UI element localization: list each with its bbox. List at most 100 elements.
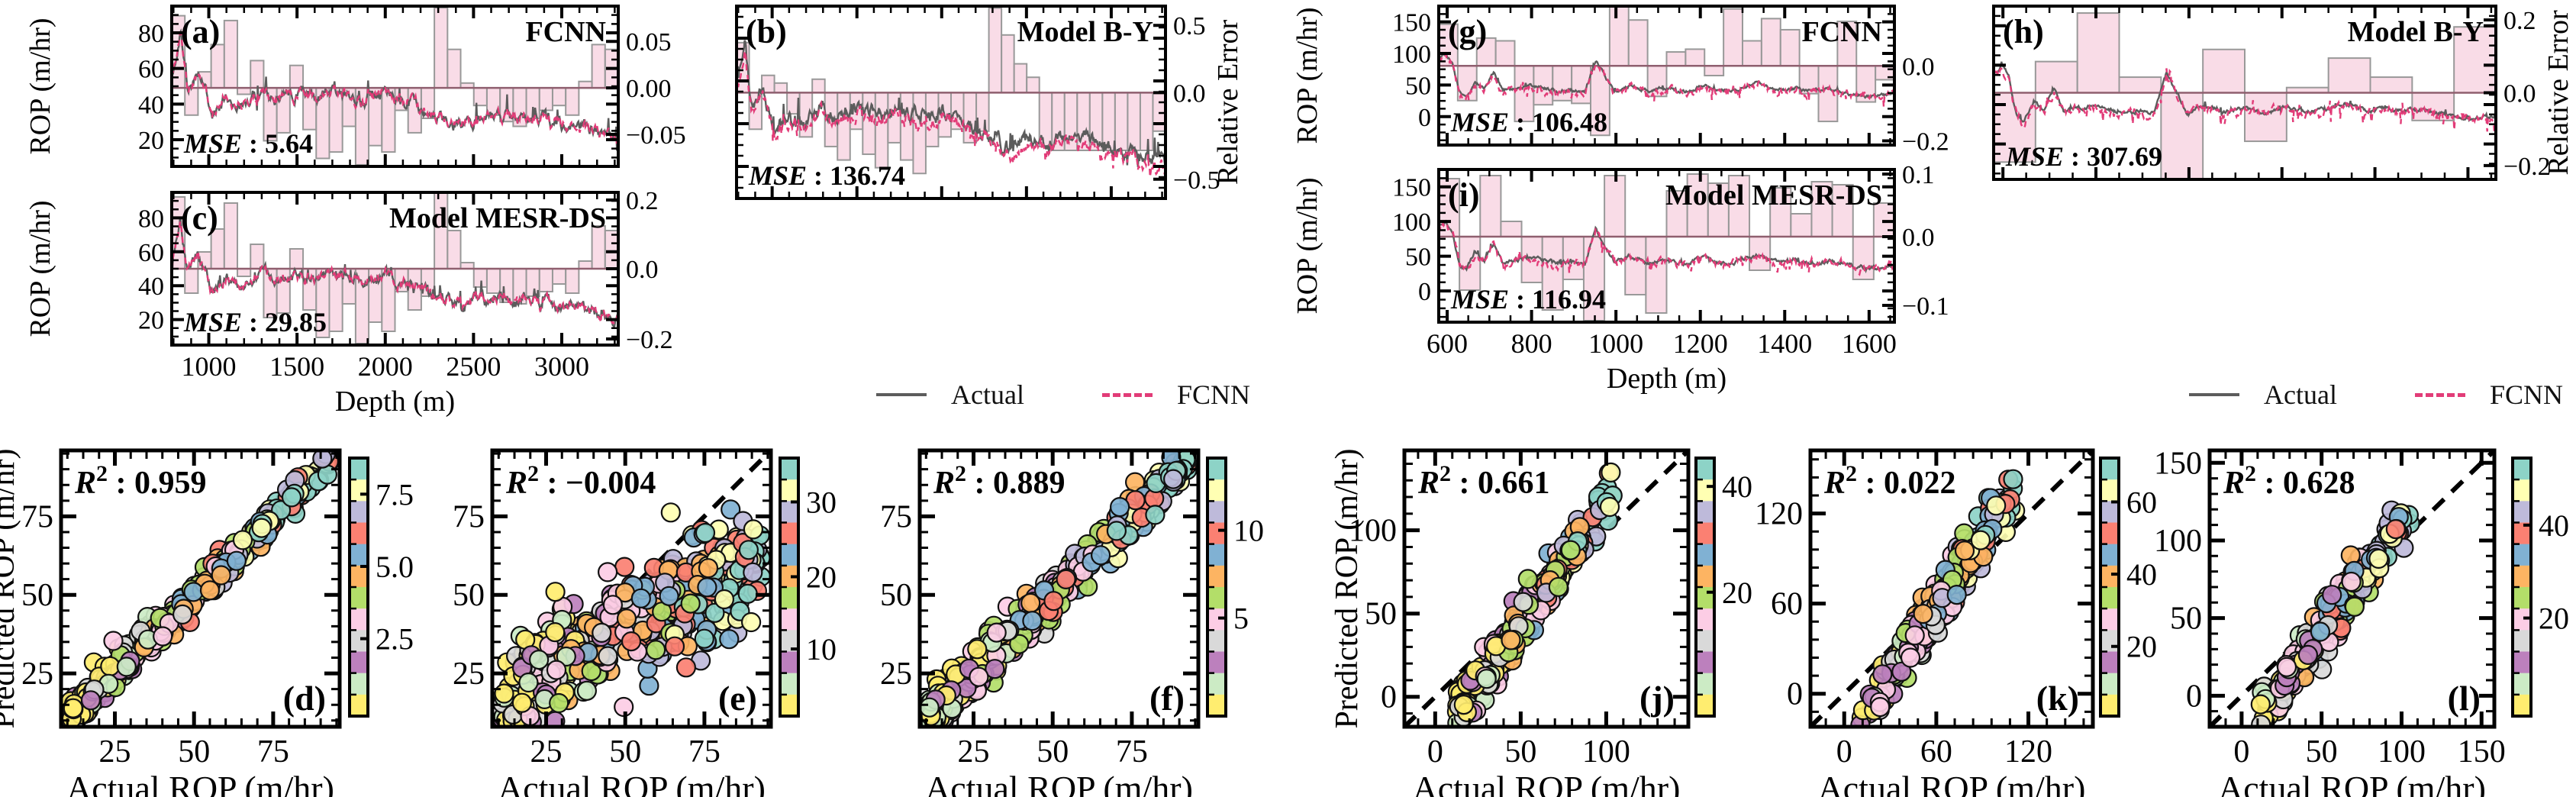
relative-error-bar [1026,76,1040,94]
colorbar-segment [2513,501,2531,523]
x-tick-label: 600 [1427,328,1468,359]
colorbar-segment [2513,630,2531,652]
major-ticks [172,192,618,345]
scatter-point [602,595,624,615]
colorbar-segment [2100,630,2119,652]
scatter-point [545,582,566,602]
panel-i: 0 50 100 150 600 800 1000 1200 1400 1600 0.1 0.0 −0.… [1291,161,1949,395]
scatter-point [1476,669,1497,689]
relative-error-bar [1139,92,1154,151]
y-axis-label: ROP (m/hr) [24,18,56,154]
panel-title: Model MESR-DS [389,202,606,234]
scatter-point [630,588,651,608]
relative-error-bar [1742,40,1762,67]
scatter-point [967,639,988,660]
y-tick-label: 80 [138,205,164,233]
colorbar-segment [2100,587,2119,609]
legend-left: Actual FCNN [876,379,1250,411]
y-tick-label: 40 [138,91,164,119]
relative-error-bar [485,268,501,294]
relative-error-bar [1769,187,1792,237]
relative-error-bar [1127,92,1141,151]
scatter-point [1904,625,1925,646]
colorbar-segment [1207,694,1226,717]
colorbar-segment [2513,458,2531,480]
scatter-point [698,558,719,579]
relative-error-bar [1749,236,1772,271]
x-tick-label: 50 [609,734,641,770]
x-tick-label: 100 [2378,734,2426,770]
colorbar-segment [780,522,798,545]
relative-error-bar [1608,6,1630,67]
scatter-point [738,540,759,560]
colorbar-segment [2100,458,2119,480]
colorbar-segment [350,479,368,502]
scatter-point [592,622,612,644]
panel-letter: (i) [1448,176,1480,214]
colorbar-segment [350,608,368,631]
x-tick-label: 150 [2458,734,2506,770]
relative-error-bar [604,230,618,269]
y-tick-label: 0 [1418,104,1431,132]
x-tick-label: 2500 [446,351,501,382]
relative-error-bar [1001,34,1015,94]
relative-error-bar [184,87,199,116]
scatter-point [1090,545,1111,566]
y-axis-label: ROP (m/hr) [24,200,56,337]
colorbar-segment [2513,544,2531,566]
relative-error-bar [1817,65,1839,123]
y-tick-label: 40 [138,273,164,301]
relative-error-bar [565,87,580,116]
scatter-point [63,698,83,718]
panel-letter: (c) [181,199,218,237]
right-tick-label: 0.0 [1173,79,1206,108]
mse-text: MSE : 29.85 [183,307,327,337]
panel-title: Model MESR-DS [1665,179,1882,211]
r2-text: R2 : 0.628 [2223,461,2355,501]
colorbar-segment [350,565,368,588]
y-tick-label: 25 [21,657,53,692]
scatter-point [694,628,714,649]
right-tick-label: 0.0 [1902,53,1935,81]
scatter-point [1913,603,1933,624]
fcnn-signal [172,31,618,148]
colorbar-segment [1207,458,1226,480]
scatter-point [1501,630,1521,650]
colorbar-segment [780,544,798,566]
relative-error-bar [551,268,567,285]
relative-error-bar [1704,65,1725,77]
relative-error-bar [1727,175,1751,237]
scatter-point [211,565,231,586]
x-axis-label: Actual ROP (m/hr) [2218,769,2486,797]
relative-error-bar [1562,236,1585,280]
scatter-point [172,604,193,625]
y-tick-label: 75 [21,499,53,534]
x-tick-label: 75 [257,734,289,770]
fcnn-signal [172,221,618,326]
colorbar-segment [350,651,368,674]
colorbar-segment [1696,673,1714,695]
right-axis-label: Relative Error [1212,20,1244,186]
colorbar-segment [1696,565,1714,588]
colorbar-segment [350,673,368,695]
relative-error-bar [2202,48,2246,94]
right-tick-label: 0.0 [2503,80,2536,108]
y-tick-label: 150 [1392,174,1431,202]
relative-error-bar [447,230,462,269]
colorbar-tick-label: 10 [806,632,837,666]
relative-error-bar [988,7,1003,94]
scatter-point [1601,462,1621,483]
y-tick-label: 150 [2154,446,2202,481]
panel-letter: (l) [2448,679,2481,718]
colorbar-segment [1696,522,1714,545]
panel-title: Model B-Y [2348,16,2484,48]
y-tick-label: 100 [1392,40,1431,69]
right-tick-label: 0.0 [626,256,659,284]
colorbar-segment [1207,630,1226,652]
scatter-point [1946,584,1967,605]
minor-ticks [1439,168,1894,322]
colorbar-segment [2100,479,2119,502]
relative-error-bar [1723,8,1743,67]
